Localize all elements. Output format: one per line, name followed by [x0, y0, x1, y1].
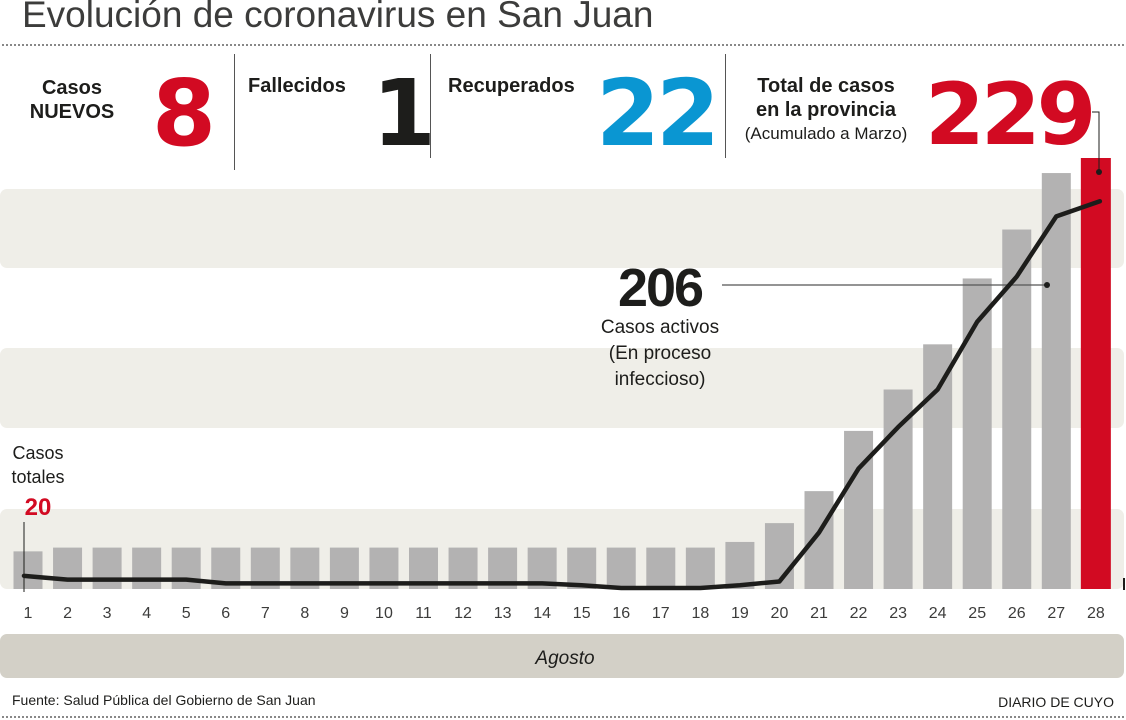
x-tick-label: 2	[63, 605, 72, 622]
x-tick-label: 6	[221, 605, 230, 622]
active-connector-dot	[1044, 282, 1050, 288]
background-bands	[0, 189, 1124, 589]
recovered-value: 22	[596, 60, 720, 167]
total-label-line3: (Acumulado a Marzo)	[744, 124, 908, 143]
x-tick-label: 22	[850, 605, 868, 622]
x-tick-label: 15	[573, 605, 591, 622]
total-label-line2: en la provincia	[755, 99, 897, 121]
bar-day-21	[804, 491, 834, 589]
x-tick-label: 19	[731, 605, 749, 622]
month-label: Agosto	[534, 648, 594, 669]
total-label-line1: Total de casos	[757, 75, 895, 97]
x-tick-label: 24	[929, 605, 947, 622]
x-tick-label: 4	[142, 605, 151, 622]
bar-day-19	[725, 541, 755, 589]
x-tick-label: 23	[889, 605, 907, 622]
bottom-divider	[2, 716, 1124, 718]
bar-day-22	[844, 430, 874, 589]
total-connector-dot	[1096, 169, 1102, 175]
deaths-label: Fallecidos	[248, 75, 346, 97]
x-tick-label: 20	[771, 605, 789, 622]
new-cases-label-line2: NUEVOS	[29, 101, 115, 123]
x-tick-label: 13	[494, 605, 512, 622]
page-title: Evolución de coronavirus en San Juan	[22, 0, 654, 35]
separator	[725, 54, 726, 158]
active-label-line2: (En proceso	[609, 343, 711, 364]
start-label-line1: Casos	[12, 443, 63, 463]
deaths-value: 1	[372, 60, 436, 167]
bar-day-24	[923, 344, 953, 589]
x-tick-label: 1	[24, 605, 33, 622]
x-tick-label: 7	[261, 605, 270, 622]
brand-label: DIARIO DE CUYO	[998, 694, 1114, 710]
active-cases-line-path	[21, 199, 1103, 591]
bar-day-16	[606, 547, 636, 589]
recovered-label: Recuperados	[448, 75, 575, 97]
x-tick-label: 10	[375, 605, 393, 622]
background-band	[0, 509, 1124, 589]
new-cases-label-line1: Casos	[41, 77, 103, 99]
x-tick-label: 27	[1047, 605, 1065, 622]
x-tick-label: 3	[103, 605, 112, 622]
x-tick-label: 12	[454, 605, 472, 622]
x-tick-label: 8	[300, 605, 309, 622]
bar-day-26	[1002, 229, 1032, 589]
source-note: Fuente: Salud Pública del Gobierno de Sa…	[12, 692, 316, 708]
month-band	[0, 634, 1124, 678]
bar-day-23	[883, 389, 913, 589]
bar-day-17	[646, 547, 676, 589]
x-tick-label: 9	[340, 605, 349, 622]
separator	[430, 54, 431, 158]
active-cases-line	[21, 199, 1103, 591]
bar-day-1	[13, 551, 43, 589]
bar-day-28	[1080, 158, 1111, 589]
bar-day-2	[53, 547, 83, 589]
x-tick-label: 16	[612, 605, 630, 622]
total-label: Total de casos en la provincia (Acumulad…	[740, 74, 912, 146]
bar-day-3	[92, 547, 122, 589]
x-tick-label: 18	[691, 605, 709, 622]
active-label-line3: infeccioso)	[615, 369, 706, 390]
total-value: 229	[925, 65, 1097, 165]
separator	[234, 54, 235, 170]
bar-day-15	[567, 547, 597, 589]
total-connector	[1092, 111, 1100, 172]
x-tick-label: 21	[810, 605, 828, 622]
bar-day-18	[685, 547, 715, 589]
background-band	[0, 348, 1124, 428]
active-value: 206	[618, 258, 703, 318]
x-tick-label: 28	[1087, 605, 1105, 622]
background-band	[0, 189, 1124, 268]
start-label-line2: totales	[11, 467, 64, 487]
bar-day-25	[962, 278, 992, 589]
x-tick-label: 26	[1008, 605, 1026, 622]
start-value: 20	[25, 494, 52, 521]
x-tick-label: 17	[652, 605, 670, 622]
annotation-connectors	[23, 111, 1125, 592]
bar-day-27	[1041, 173, 1071, 589]
bar-day-4	[132, 547, 162, 589]
new-cases-label: Casos NUEVOS	[22, 76, 122, 124]
active-label-line1: Casos activos	[601, 317, 719, 338]
x-tick-label: 25	[968, 605, 986, 622]
x-tick-label: 14	[533, 605, 551, 622]
top-divider	[2, 44, 1124, 46]
x-tick-label: 11	[415, 605, 432, 622]
new-cases-value: 8	[152, 60, 216, 167]
x-tick-labels: 1 2 3 4 5 6 7 8 9 10 11 12 13 14 15 16 17 18 19 20 21 22 23 24 2…	[24, 605, 1105, 622]
x-tick-label: 5	[182, 605, 191, 622]
